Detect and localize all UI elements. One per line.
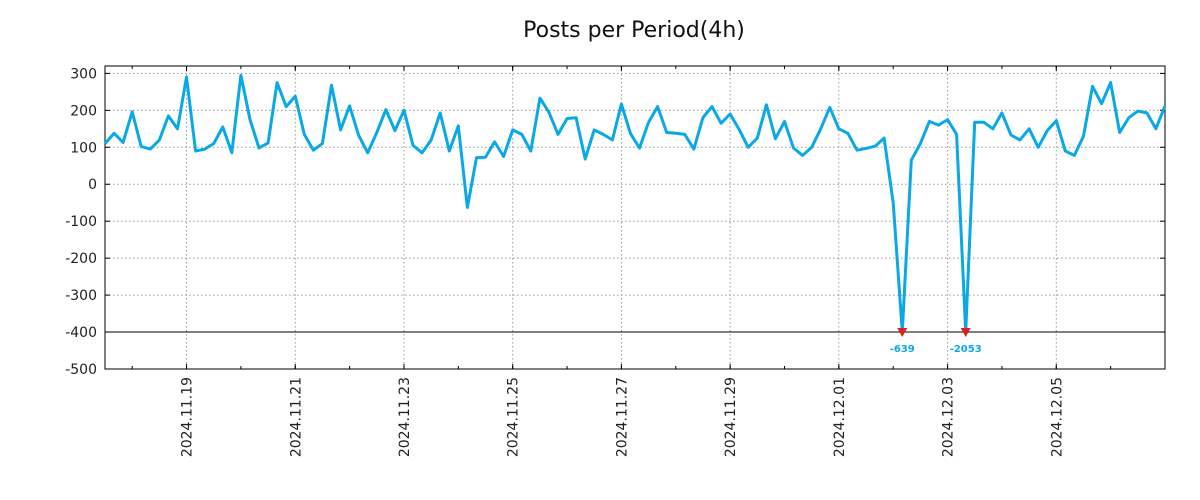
x-tick-label: 2024.11.27	[614, 377, 630, 457]
x-tick-label: 2024.11.21	[288, 377, 304, 457]
series-line	[103, 73, 1167, 334]
x-tick-label: 2024.11.19	[180, 377, 196, 457]
x-tick-label: 2024.11.29	[723, 377, 739, 457]
y-tick-label: -100	[65, 214, 97, 230]
y-tick-label: 0	[88, 177, 97, 193]
x-tick-label: 2024.12.05	[1049, 377, 1065, 457]
clip-marker-icon	[960, 328, 971, 338]
grid	[105, 66, 1165, 369]
x-tick-label: 2024.11.25	[506, 377, 522, 457]
plot-frame	[104, 65, 1166, 370]
y-tick-label: -500	[65, 362, 97, 378]
y-tick-label: -400	[65, 325, 97, 341]
x-tick-label: 2024.12.01	[832, 377, 848, 457]
series	[103, 73, 1167, 334]
y-tick-label: 100	[70, 140, 97, 156]
clip-marker-icon	[897, 328, 908, 338]
clip-value-label: -639	[890, 344, 915, 355]
x-tick-label: 2024.11.23	[397, 377, 413, 457]
clip-markers: -639 -2053	[890, 328, 982, 355]
y-tick-label: -300	[65, 288, 97, 304]
chart-title: Posts per Period(4h)	[523, 18, 745, 43]
x-tick-label: 2024.12.03	[941, 377, 957, 457]
y-tick-label: 200	[70, 103, 97, 119]
axes: 300 200 100 0 -100 -200 -300 -400 -500 2024.11.19…	[65, 65, 1166, 457]
clip-value-label: -2053	[950, 344, 982, 355]
y-tick-label: 300	[70, 66, 97, 82]
y-tick-label: -200	[65, 251, 97, 267]
